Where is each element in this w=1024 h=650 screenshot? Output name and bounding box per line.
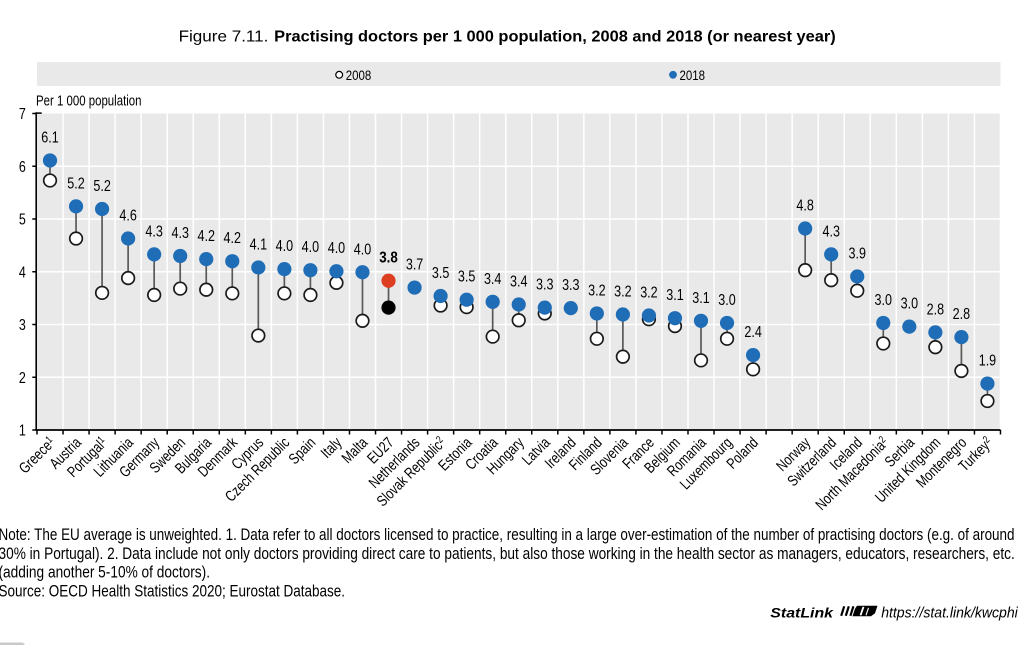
svg-text:3.5: 3.5 (458, 267, 476, 284)
svg-text:3.2: 3.2 (588, 281, 606, 298)
svg-text:1.9: 1.9 (979, 351, 997, 368)
svg-text:7: 7 (19, 105, 26, 123)
svg-text:3.0: 3.0 (718, 291, 736, 308)
svg-text:4.3: 4.3 (171, 224, 189, 241)
svg-text:6.1: 6.1 (41, 128, 59, 145)
svg-text:2008: 2008 (346, 68, 372, 84)
svg-text:4.2: 4.2 (224, 229, 242, 246)
svg-text:4.3: 4.3 (822, 222, 840, 239)
svg-text:Source: OECD Health Statistics: Source: OECD Health Statistics 2020; Eur… (0, 582, 345, 600)
svg-text:3: 3 (19, 316, 26, 334)
svg-text:5: 5 (19, 210, 26, 228)
svg-text:(adding another 5-10% of docto: (adding another 5-10% of doctors). (0, 564, 210, 582)
svg-text:https://stat.link/kwcphi: https://stat.link/kwcphi (881, 605, 1018, 621)
svg-text:4.1: 4.1 (250, 235, 268, 252)
svg-text:3.1: 3.1 (666, 286, 684, 303)
svg-text:1: 1 (19, 421, 26, 439)
svg-text:4.6: 4.6 (119, 206, 137, 223)
svg-text:2.8: 2.8 (927, 300, 945, 317)
svg-text:3.9: 3.9 (849, 244, 867, 261)
svg-text:Practising doctors per 1 000 p: Practising doctors per 1 000 population,… (274, 28, 836, 45)
svg-text:5.2: 5.2 (67, 174, 85, 191)
svg-text:4.0: 4.0 (354, 240, 372, 257)
svg-text:3.2: 3.2 (640, 283, 658, 300)
svg-text:Per 1 000 population: Per 1 000 population (36, 94, 142, 110)
svg-text:2018: 2018 (680, 68, 706, 84)
svg-text:3.5: 3.5 (432, 264, 450, 281)
svg-text:4.2: 4.2 (198, 227, 216, 244)
svg-text:3.3: 3.3 (562, 276, 580, 293)
svg-text:4.3: 4.3 (145, 222, 163, 239)
svg-text:3.4: 3.4 (510, 272, 528, 289)
svg-text:3.7: 3.7 (406, 255, 424, 272)
svg-text:2: 2 (19, 369, 26, 387)
svg-text:2.8: 2.8 (953, 305, 971, 322)
svg-text:6: 6 (19, 158, 26, 176)
svg-text:Figure 7.11.: Figure 7.11. (179, 28, 269, 45)
svg-text:3.4: 3.4 (484, 270, 502, 287)
svg-text:4: 4 (19, 263, 26, 281)
svg-text:4.0: 4.0 (328, 239, 346, 256)
svg-text:3.1: 3.1 (692, 289, 710, 306)
svg-text:3.2: 3.2 (614, 282, 632, 299)
svg-text:30% in Portugal). 2. Data incl: 30% in Portugal). 2. Data include not on… (0, 545, 1015, 563)
svg-text:Note: The EU average is unweig: Note: The EU average is unweighted. 1. D… (0, 526, 1015, 544)
svg-text:3.3: 3.3 (536, 275, 554, 292)
svg-text:StatLink: StatLink (770, 604, 834, 620)
svg-text:5.2: 5.2 (93, 177, 111, 194)
svg-text:3.0: 3.0 (901, 294, 919, 311)
svg-text:2.4: 2.4 (744, 323, 762, 340)
svg-text:4.8: 4.8 (796, 196, 814, 213)
svg-text:3.0: 3.0 (875, 291, 893, 308)
svg-text:4.0: 4.0 (302, 238, 320, 255)
svg-text:4.0: 4.0 (276, 237, 294, 254)
svg-text:3.8: 3.8 (379, 249, 398, 266)
